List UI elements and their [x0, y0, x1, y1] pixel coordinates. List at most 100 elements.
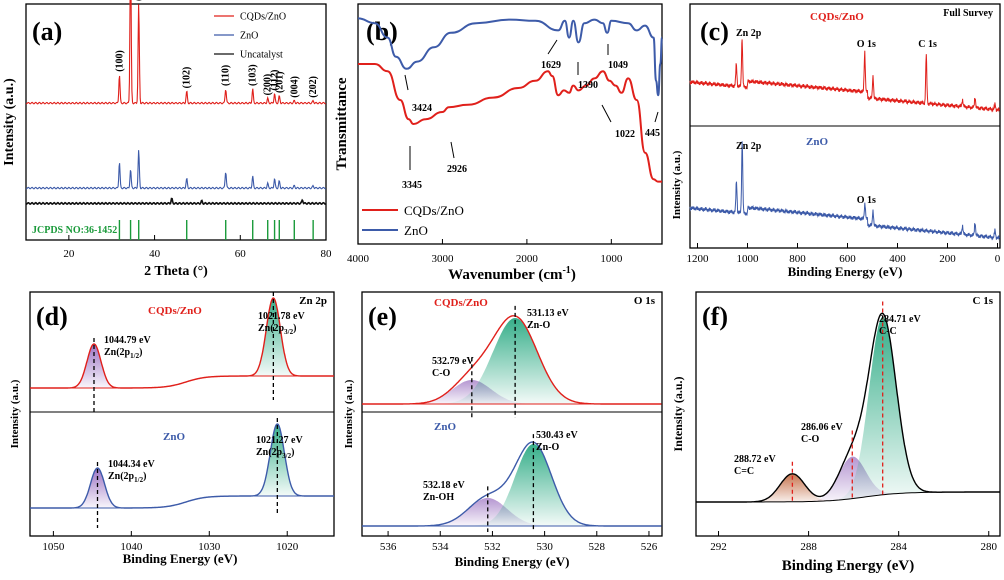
background-line	[30, 375, 331, 389]
panel-f-xlabel: Binding Energy (eV)	[782, 558, 915, 574]
legend-entry: CQDs/ZnO	[240, 12, 286, 23]
panel-e-label: (e)	[368, 302, 397, 331]
panel-d-bottom-name: ZnO	[163, 431, 185, 443]
peak-label: (101)	[134, 0, 145, 1]
panel-c-bottom-name: ZnO	[806, 136, 828, 148]
legend-entry: ZnO	[240, 31, 258, 42]
panel-b-xtick-label: 3000	[431, 253, 454, 265]
peak-annotation: 1022	[615, 129, 635, 140]
panel-e-xtick-label: 530	[536, 541, 553, 553]
peak-assignment-close: )	[291, 447, 294, 458]
panel-d-title: Zn 2p	[299, 295, 327, 307]
panel-c-xtick-label: 400	[889, 253, 906, 265]
peak-label: (004)	[289, 76, 300, 98]
peak-value-label: 532.79 eV	[432, 356, 474, 367]
panel-d-xtick-label: 1030	[198, 541, 221, 553]
fit-component	[742, 473, 842, 502]
peak-annotation: 1049	[608, 60, 628, 71]
peak-value-label: 1044.79 eV	[104, 335, 151, 346]
legend-entry: ZnO	[404, 223, 428, 238]
panel-b-xtick-label: 1000	[600, 253, 623, 265]
series-cqdszno	[689, 39, 1000, 113]
peak-annotation: 3424	[412, 103, 432, 114]
panel-e-top-name: CQDs/ZnO	[434, 297, 488, 309]
panel-e-xtick-label: 528	[589, 541, 606, 553]
panel-f-xtick-label: 292	[710, 541, 727, 553]
panel-c-xtick-label: 1000	[737, 253, 760, 265]
peak-annotation: 3345	[402, 180, 422, 191]
legend-entry: Uncatalyst	[240, 50, 283, 61]
panel-f-ylabel: Intensity (a.u.)	[671, 376, 685, 451]
panel-c-xtick-label: 0	[995, 253, 1001, 265]
panel-d-xtick-label: 1020	[276, 541, 299, 553]
panel-b-xtick-label: 4000	[347, 253, 370, 265]
series-cqdszno	[357, 62, 662, 183]
peak-value-label: 1044.34 eV	[108, 459, 155, 470]
panel-c-top-name: CQDs/ZnO	[810, 11, 864, 23]
peak-value-label: 1021.27 eV	[256, 435, 303, 446]
panel-a-xtick-label: 60	[235, 248, 247, 260]
panel-c-title: Full Survey	[943, 8, 993, 19]
panel-a-xtick-label: 80	[321, 248, 333, 260]
panel-e-xtick-label: 532	[484, 541, 501, 553]
panel-a-xtick-label: 40	[149, 248, 161, 260]
peak-label: (202)	[308, 76, 319, 98]
panel-e-xlabel: Binding Energy (eV)	[455, 554, 570, 569]
panel-d-top-name: CQDs/ZnO	[148, 305, 202, 317]
panel-b-xlabel-text: Wavenumber (cm	[448, 267, 563, 283]
peak-label: C 1s	[918, 39, 937, 50]
panel-f-xtick-label: 284	[890, 541, 907, 553]
panel-d-label: (d)	[36, 302, 68, 331]
peak-label: (103)	[248, 64, 259, 86]
annotation-arrow	[601, 104, 612, 123]
peak-label: (110)	[221, 65, 232, 86]
peak-assignment-subscript: 1/2	[134, 476, 143, 484]
panel-f-label: (f)	[702, 302, 728, 331]
panel-f-frame	[695, 291, 1001, 537]
peak-assignment-label: Zn-OH	[423, 492, 454, 503]
panel-e-xtick-label: 526	[641, 541, 658, 553]
series-zno	[357, 17, 663, 97]
panel-d: (d) Zn 2p CQDs/ZnO ZnO 1044.79 eV Zn(2p1/…	[9, 291, 335, 566]
panel-e-frame	[361, 291, 663, 537]
peak-assignment-close: )	[293, 323, 296, 334]
panel-d-ylabel: Intensity (a.u.)	[9, 379, 21, 448]
panel-c: (c) Full Survey CQDs/ZnO ZnO Zn 2p O 1s C …	[671, 3, 1001, 279]
peak-label: (102)	[182, 67, 193, 89]
series-zno	[25, 150, 327, 190]
peak-label: Zn 2p	[736, 141, 762, 152]
legend-entry: CQDs/ZnO	[404, 203, 464, 218]
peak-assignment-label: C=C	[734, 466, 754, 477]
peak-value-label: 284.71 eV	[879, 314, 921, 325]
panel-a-xtick-label: 20	[63, 248, 75, 260]
panel-f-title: C 1s	[973, 295, 994, 307]
series-cqdszno	[25, 0, 327, 105]
peak-value-label: 286.06 eV	[801, 422, 843, 433]
peak-value-label: 532.18 eV	[423, 480, 465, 491]
fit-component	[249, 424, 306, 496]
panel-c-ylabel: Intensity (a.u.)	[671, 150, 683, 219]
peak-assignment-subscript: 3/2	[284, 328, 293, 336]
peak-assignment-label: Zn(2p1/2)	[108, 471, 146, 484]
panel-e-xtick-label: 536	[380, 541, 397, 553]
peak-annotation: 445	[645, 128, 660, 139]
panel-a-frame	[25, 3, 327, 241]
panel-a: (a) (100)(002)(101)(102)(110)(103)(200)(…	[2, 0, 332, 279]
peak-assignment-label: Zn-O	[536, 442, 560, 453]
peak-value-label: 288.72 eV	[734, 454, 776, 465]
peak-label: (112)	[270, 70, 281, 91]
panel-b-ylabel: Transmittance	[334, 77, 350, 170]
peak-value-label: 1021.78 eV	[258, 311, 305, 322]
panel-a-xlabel: 2 Theta (°)	[144, 264, 208, 279]
fit-component	[409, 498, 566, 526]
peak-assignment-subscript: 3/2	[282, 452, 291, 460]
peak-label: Zn 2p	[736, 28, 762, 39]
panel-d-xtick-label: 1040	[120, 541, 143, 553]
peak-annotation: 1390	[578, 80, 598, 91]
panel-c-xtick-label: 200	[939, 253, 956, 265]
panel-b-xtick-label: 2000	[516, 253, 539, 265]
panel-f-xtick-label: 280	[980, 541, 997, 553]
peak-value-label: 531.13 eV	[527, 308, 569, 319]
